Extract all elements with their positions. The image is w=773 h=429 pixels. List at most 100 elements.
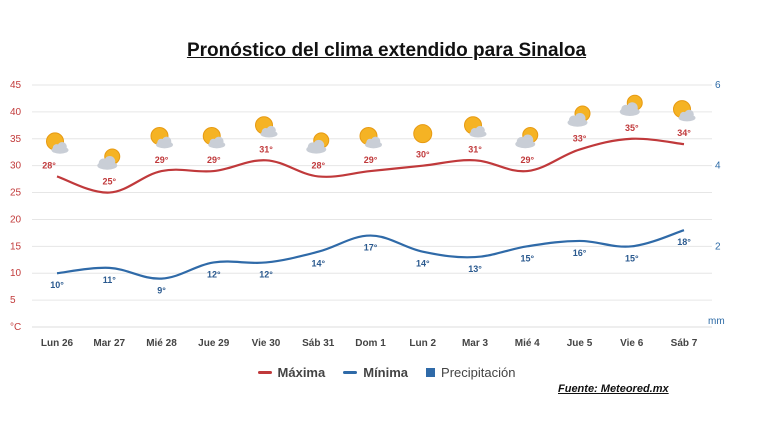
legend: Máxima Mínima Precipitación: [0, 365, 773, 380]
legend-swatch-max: [257, 371, 272, 374]
cloud-shape: [684, 109, 694, 120]
data-label-min: 9°: [157, 286, 166, 296]
series-line-maxima: [56, 137, 685, 194]
data-label-max: 29°: [155, 155, 169, 165]
x-tick-label: Vie 6: [620, 338, 644, 349]
y-left-tick-label: 35: [10, 134, 22, 145]
x-tick-label: Jue 29: [198, 338, 230, 349]
sun-shape: [413, 124, 433, 144]
weather-icons: [46, 94, 696, 170]
cloud-shape: [161, 136, 172, 147]
sun-icon: [413, 124, 433, 144]
cloud-sun-icon: [619, 94, 643, 116]
source-credit: Fuente: Meteored.mx: [558, 383, 669, 395]
sun-cloud-icon: [255, 116, 278, 138]
cloud-shape: [313, 139, 325, 151]
sun-cloud-icon: [464, 116, 487, 138]
y-left-tick-label: 5: [10, 295, 16, 306]
x-axis: Lun 26 Mar 27 Mié 28 Jue 29 Vie 30 Sáb 31 Dom …: [41, 338, 698, 349]
data-label-max: 28°: [42, 160, 56, 170]
y-left-tick-label: 10: [10, 268, 22, 279]
data-label-min: 13°: [468, 264, 482, 274]
legend-item-max[interactable]: Máxima: [257, 365, 326, 380]
data-label-max: 35°: [625, 123, 639, 133]
cloud-shape: [57, 142, 67, 152]
x-tick-label: Sáb 31: [302, 338, 335, 349]
x-tick-label: Lun 2: [409, 338, 436, 349]
x-tick-label: Mar 27: [93, 338, 125, 349]
cloud-sun-icon: [515, 127, 539, 149]
cloud-sun-icon: [567, 105, 591, 127]
data-label-max: 29°: [364, 155, 378, 165]
legend-item-min[interactable]: Mínima: [343, 365, 408, 380]
data-label-min: 15°: [625, 253, 639, 263]
data-label-min: 18°: [677, 237, 691, 247]
sun-cloud-icon: [150, 127, 173, 149]
y-left-unit: °C: [10, 322, 21, 333]
data-label-max: 29°: [520, 155, 534, 165]
legend-swatch-precip: [426, 368, 436, 377]
data-label-max: 30°: [416, 150, 430, 160]
data-label-min: 17°: [364, 243, 378, 253]
legend-swatch-min: [343, 371, 358, 374]
legend-label-precip: Precipitación: [441, 365, 516, 380]
y-left-tick-label: 30: [10, 161, 22, 172]
data-label-max: 25°: [102, 177, 116, 187]
cloud-shape: [104, 156, 116, 168]
y-left-tick-label: 20: [10, 214, 22, 225]
sun-cloud-icon: [202, 127, 226, 149]
data-label-max: 29°: [207, 155, 221, 165]
data-label-min: 14°: [311, 259, 325, 269]
y-left-tick-label: 25: [10, 188, 22, 199]
cloud-shape: [475, 125, 485, 136]
y-right-tick-label: 2: [715, 241, 721, 252]
legend-label-min: Mínima: [363, 365, 409, 380]
x-tick-label: Sáb 7: [671, 338, 698, 349]
data-label-max: 28°: [311, 160, 325, 170]
cloud-shape: [626, 102, 638, 114]
cloud-shape: [574, 113, 586, 125]
x-tick-label: Mié 28: [146, 338, 177, 349]
y-left-tick-label: 45: [10, 80, 22, 91]
x-tick-label: Dom 1: [355, 338, 386, 349]
data-label-min: 15°: [520, 253, 534, 263]
cloud-shape: [370, 136, 381, 147]
data-label-min: 16°: [573, 248, 587, 258]
data-label-min: 10°: [50, 280, 64, 290]
x-tick-label: Mar 3: [462, 338, 489, 349]
data-label-max: 31°: [259, 144, 273, 154]
data-label-min: 14°: [416, 259, 430, 269]
data-label-max: 31°: [468, 144, 482, 154]
page-title: Pronóstico del clima extendido para Sina…: [186, 40, 587, 61]
cloud-shape: [522, 134, 534, 146]
data-label-max: 34°: [677, 128, 691, 138]
forecast-chart: 45 40 35 30 25 20 15 10 5 °C 6 4 2 mm Lun 26 Mar 27 Mi…: [10, 80, 725, 349]
y-axis-left: 45 40 35 30 25 20 15 10 5 °C: [10, 80, 22, 333]
y-right-unit: mm: [708, 316, 725, 327]
y-axis-right: 6 4 2 mm: [708, 80, 725, 327]
sun-cloud-icon: [673, 100, 696, 122]
x-tick-label: Jue 5: [567, 338, 593, 349]
cloud-sun-icon: [306, 132, 330, 154]
data-label-min: 11°: [103, 275, 117, 285]
value-labels: 28° 25° 29° 29° 31° 28° 29° 30° 31° 29° 33° 35° 34° 1…: [42, 123, 691, 296]
y-right-tick-label: 4: [715, 161, 721, 172]
y-right-tick-label: 6: [715, 80, 721, 91]
data-label-max: 33°: [573, 134, 587, 144]
grid-lines: [32, 84, 712, 328]
legend-label-max: Máxima: [277, 365, 326, 380]
x-tick-label: Vie 30: [252, 338, 281, 349]
x-tick-label: Mié 4: [515, 338, 540, 349]
cloud-shape: [214, 136, 224, 147]
sun-cloud-icon: [46, 132, 69, 154]
legend-item-precip[interactable]: Precipitación: [426, 365, 515, 380]
y-left-tick-label: 15: [10, 241, 22, 252]
series-lines: [56, 137, 685, 280]
data-label-min: 12°: [207, 269, 221, 279]
x-tick-label: Lun 26: [41, 338, 74, 349]
sun-cloud-icon: [359, 127, 382, 149]
cloud-shape: [266, 125, 276, 136]
data-label-min: 12°: [259, 269, 273, 279]
cloud-sun-icon: [97, 148, 121, 170]
y-left-tick-label: 40: [10, 107, 22, 118]
